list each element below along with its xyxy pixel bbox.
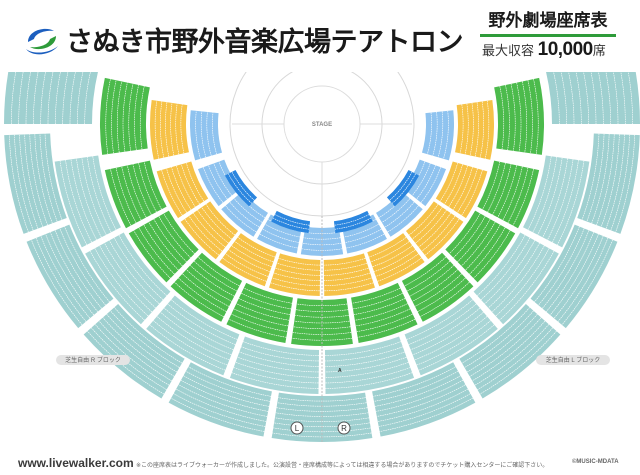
seat-block-yellow-4[interactable]: [323, 253, 375, 296]
seat-block-lawn-2[interactable]: [473, 232, 559, 325]
seat-block-green-9[interactable]: [104, 160, 167, 229]
lawn-right-label: 芝生自由 R ブロック: [65, 356, 121, 364]
seat-map: STAGE 芝生自由 R ブロック 芝生自由 L ブロック A L R: [4, 72, 640, 442]
seat-block-yellow-7[interactable]: [180, 201, 239, 260]
site-url-link[interactable]: www.livewalker.com: [18, 456, 134, 470]
gate-right-icon: R: [337, 421, 351, 435]
seat-block-blue-3[interactable]: [271, 210, 311, 234]
capacity-row: 最大収容 10,000席: [480, 39, 616, 61]
seat-block-outer-teal-4[interactable]: [372, 362, 476, 437]
gate-left-icon: L: [290, 421, 304, 435]
subtitle-underline: [480, 34, 616, 37]
seat-block-green-8[interactable]: [128, 210, 199, 283]
disclaimer-text: ※この座席表はライブウォーカーが作成しました。公演設営・座席構成等によっては相違…: [136, 463, 549, 469]
seat-block-lawn-7[interactable]: [85, 232, 171, 325]
seat-block-outer-teal-6[interactable]: [168, 362, 272, 437]
seat-block-side-left-lawn-1[interactable]: [541, 72, 640, 125]
stage: STAGE: [229, 72, 415, 217]
subtitle: 野外劇場座席表: [488, 11, 608, 30]
venue-logo-icon: [26, 28, 58, 55]
seat-blocks: [4, 72, 640, 442]
seat-block-side-left-blue-1[interactable]: [421, 110, 454, 161]
seat-block-blue-1[interactable]: [386, 170, 420, 207]
seat-block-outer-teal-8[interactable]: [26, 224, 114, 329]
footer: www.livewalker.com ※この座席表はライブウォーカーが作成しまし…: [0, 452, 640, 475]
seat-block-side-left-green-1[interactable]: [494, 77, 545, 155]
seat-block-green-4[interactable]: [351, 282, 418, 343]
seat-block-green-7[interactable]: [170, 252, 243, 322]
capacity-value: 10,000: [537, 39, 594, 60]
subtitle-box: 野外劇場座席表 最大収容 10,000席: [480, 6, 616, 61]
capacity-unit: 席: [592, 43, 606, 58]
seat-block-lightblue-7[interactable]: [197, 159, 241, 207]
seat-block-blue-4[interactable]: [224, 170, 258, 207]
seat-block-lawn-3[interactable]: [404, 295, 498, 376]
stage-label: STAGE: [312, 122, 332, 128]
lawn-left-block-label: 芝生自由 L ブロック: [536, 355, 610, 365]
seat-block-yellow-3[interactable]: [367, 233, 425, 287]
seat-block-lawn-6[interactable]: [146, 295, 240, 376]
seat-block-yellow-5[interactable]: [269, 253, 321, 296]
credit-text: ©MUSIC-MDATA: [572, 459, 619, 465]
seat-block-side-right-lawn-1[interactable]: [4, 72, 103, 125]
capacity-label: 最大収容: [482, 43, 535, 58]
seat-block-lightblue-6[interactable]: [221, 191, 268, 237]
seat-block-green-1[interactable]: [477, 160, 540, 229]
seat-block-side-right-yellow-1[interactable]: [150, 100, 189, 160]
seat-block-outer-teal-2[interactable]: [530, 224, 618, 329]
seat-block-yellow-2[interactable]: [405, 201, 464, 260]
gate-right-label: R: [341, 424, 347, 433]
header: さぬき市野外音楽広場テアトロン 野外劇場座席表 最大収容 10,000席: [0, 0, 640, 72]
seat-block-lawn-1[interactable]: [523, 155, 590, 248]
seat-block-blue-2[interactable]: [333, 210, 373, 234]
page-title: さぬき市野外音楽広場テアトロン: [66, 27, 463, 57]
seat-block-outer-teal-1[interactable]: [577, 133, 640, 234]
seat-block-outer-teal-7[interactable]: [83, 304, 185, 399]
lawn-left-label: 芝生自由 L ブロック: [546, 356, 600, 364]
seat-block-yellow-8[interactable]: [156, 161, 209, 219]
seat-block-yellow-1[interactable]: [435, 161, 488, 219]
center-row-marker: A: [338, 368, 342, 374]
seat-block-green-3[interactable]: [401, 252, 474, 322]
seat-block-green-6[interactable]: [226, 282, 293, 343]
seat-block-yellow-6[interactable]: [219, 233, 277, 287]
seat-block-lawn-4[interactable]: [324, 336, 415, 394]
seat-block-side-left-yellow-1[interactable]: [455, 100, 494, 160]
seat-block-outer-teal-9[interactable]: [4, 133, 67, 234]
gate-left-label: L: [295, 424, 300, 433]
seat-block-outer-teal-3[interactable]: [459, 304, 561, 399]
seat-block-green-2[interactable]: [445, 210, 516, 283]
seat-block-side-right-green-1[interactable]: [99, 77, 150, 155]
seat-block-lightblue-2[interactable]: [376, 191, 423, 237]
lawn-right-block-label: 芝生自由 R ブロック: [56, 355, 130, 365]
seat-block-side-right-blue-1[interactable]: [190, 110, 223, 161]
seat-block-lawn-8[interactable]: [54, 155, 121, 248]
seat-block-lawn-5[interactable]: [229, 336, 320, 394]
